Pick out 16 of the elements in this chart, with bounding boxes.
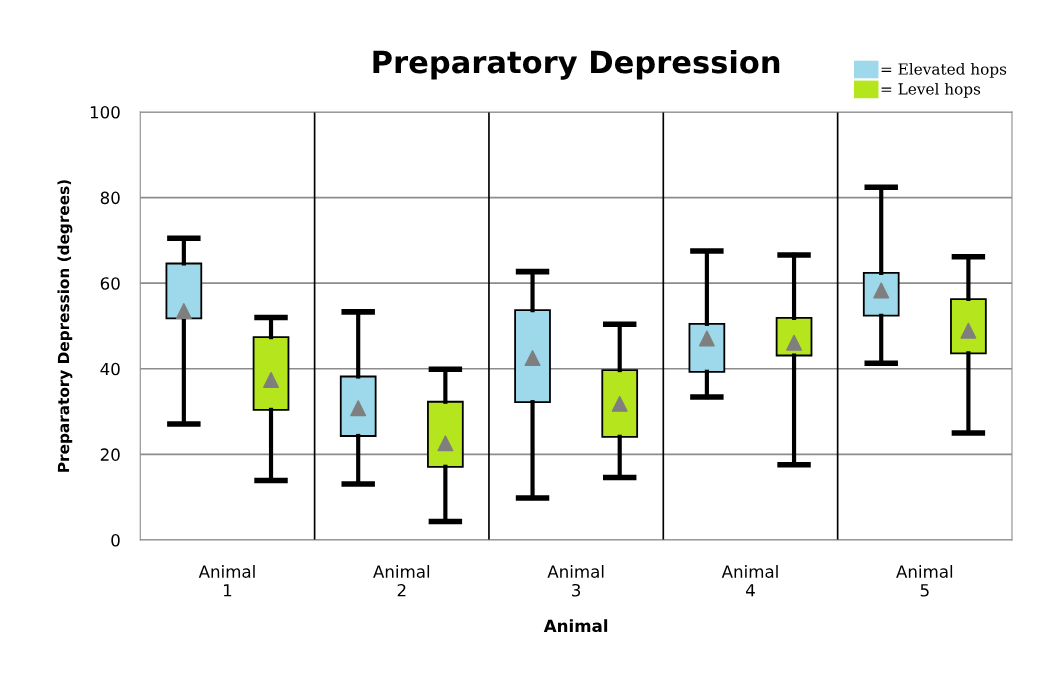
- y-tick-label: 40: [100, 362, 120, 376]
- y-tick-label: 80: [100, 191, 120, 205]
- x-tick-label: Animal 4: [721, 564, 778, 597]
- x-axis-title: Animal: [543, 619, 608, 633]
- x-tick-label: Animal 2: [373, 564, 430, 597]
- legend-label: = Elevated hops: [881, 62, 1007, 78]
- y-tick-label: 60: [100, 277, 120, 290]
- x-tick-label: Animal 1: [198, 564, 255, 597]
- y-axis-title: Preparatory Depression (degrees): [57, 180, 73, 472]
- x-tick-label: Animal 5: [896, 564, 953, 597]
- legend-label: = Level hops: [881, 82, 981, 98]
- y-tick-label: 0: [111, 533, 120, 547]
- x-tick-label: Animal 3: [547, 564, 604, 597]
- y-tick-label: 100: [90, 105, 120, 119]
- y-tick-label: 20: [100, 448, 120, 461]
- chart-title: Preparatory Depression: [373, 49, 780, 80]
